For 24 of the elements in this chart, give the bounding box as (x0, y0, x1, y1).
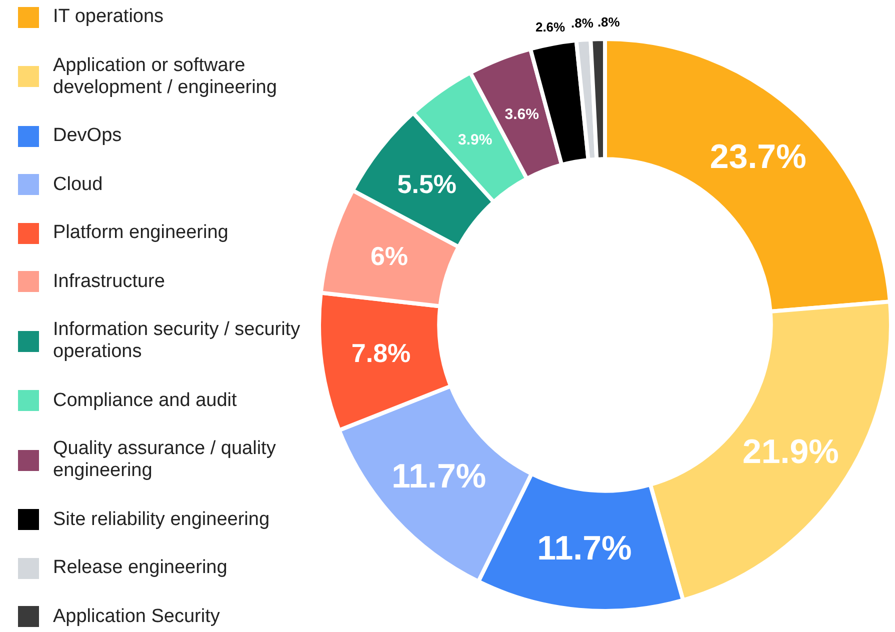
data-label: 7.8% (351, 338, 411, 368)
data-label: 6% (370, 241, 408, 272)
data-label: 3.9% (458, 131, 492, 148)
data-label: .8% (571, 15, 594, 30)
legend-label: Quality assurance / quality engineering (53, 438, 277, 482)
data-label: 21.9% (742, 433, 839, 472)
legend-label: Compliance and audit (53, 390, 238, 412)
legend-label: Application or software development / engineering (53, 54, 278, 99)
data-label: 2.6% (535, 20, 566, 35)
data-label: 3.6% (504, 106, 539, 124)
legend-label: DevOps (53, 125, 123, 148)
legend-label: Release engineering (53, 557, 228, 580)
legend-label: Site reliability engineering (53, 508, 271, 531)
data-label: 23.7% (710, 138, 806, 176)
data-label: 11.7% (392, 457, 486, 496)
legend-label: Platform engineering (53, 222, 230, 244)
legend-label: Infrastructure (53, 270, 166, 293)
legend-label: Cloud (53, 174, 104, 196)
legend-label: Application Security (53, 606, 221, 628)
data-label: 5.5% (397, 169, 457, 200)
legend-label: IT operations (53, 6, 165, 28)
data-label: 11.7% (537, 529, 632, 568)
data-label: .8% (597, 14, 620, 30)
legend-label: Information security / security operations (53, 319, 302, 364)
